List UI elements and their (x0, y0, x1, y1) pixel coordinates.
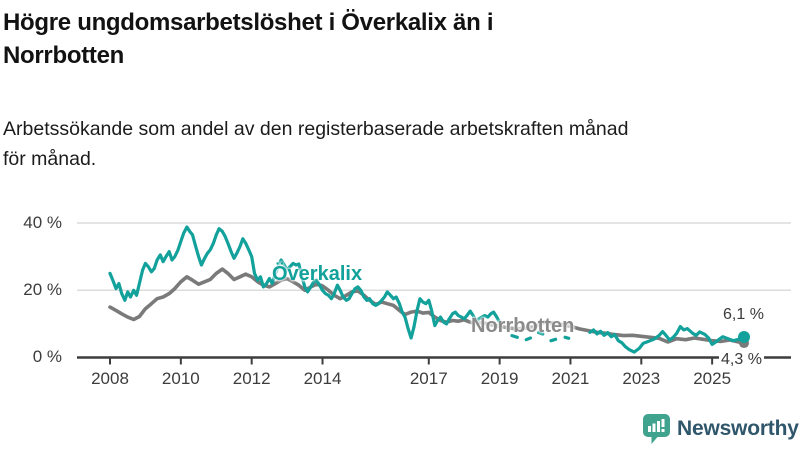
y-axis-label-0: 0 % (32, 347, 62, 366)
x-axis-label-2017: 2017 (409, 369, 448, 388)
logo-bar-1 (648, 426, 651, 432)
series-line-overkalix (108, 225, 502, 340)
x-axis-label-2023: 2023 (622, 369, 661, 388)
y-axis-label-20: 20 % (23, 280, 62, 299)
logo-bar-3 (657, 421, 660, 432)
newsworthy-brand: Newsworthy (643, 414, 799, 444)
logo-bubble (643, 414, 670, 444)
logo-bar-2 (652, 423, 656, 432)
x-axis-label-2025: 2025 (693, 369, 732, 388)
series-line-overkalix (588, 325, 746, 354)
chart-title-line2: Norrbotten (3, 42, 124, 69)
end-value-label-overkalix: 6,1 % (723, 306, 764, 323)
logo-exclamation-stem (661, 419, 665, 427)
end-dot-overkalix (738, 330, 751, 343)
chart-subtitle: Arbetssökande som andel av den registerb… (3, 114, 628, 174)
chart-subtitle-line2: för månad. (3, 148, 97, 170)
end-value-label-norrbotten: 4,3 % (719, 351, 764, 368)
series-label-overkalix: Överkalix (272, 263, 363, 285)
chart-subtitle-line1: Arbetssökande som andel av den registerb… (3, 118, 629, 140)
chart-title-line1: Högre ungdomsarbetslöshet i Överkalix än… (3, 9, 494, 36)
x-axis-label-2010: 2010 (161, 369, 200, 388)
series-line-overkalix (536, 331, 545, 336)
x-axis-label-2008: 2008 (91, 369, 129, 388)
chart-title: Högre ungdomsarbetslöshet i Överkalix än… (3, 6, 494, 72)
series-line-overkalix (510, 334, 519, 339)
series-line-norrbotten (108, 267, 746, 345)
logo-exclamation-dot (661, 429, 665, 432)
y-axis-label-40: 40 % (23, 213, 62, 232)
series-line-overkalix (524, 336, 533, 342)
x-axis-label-2021: 2021 (551, 369, 590, 388)
newsworthy-wordmark: Newsworthy (677, 417, 799, 440)
x-axis-label-2012: 2012 (232, 369, 271, 388)
series-label-norrbotten: Norrbotten (471, 315, 575, 337)
x-axis-label-2014: 2014 (303, 369, 342, 388)
newsworthy-logo-icon (643, 414, 670, 444)
series-line-overkalix (563, 335, 571, 340)
series-line-overkalix (549, 337, 558, 343)
x-axis-label-2019: 2019 (480, 369, 519, 388)
